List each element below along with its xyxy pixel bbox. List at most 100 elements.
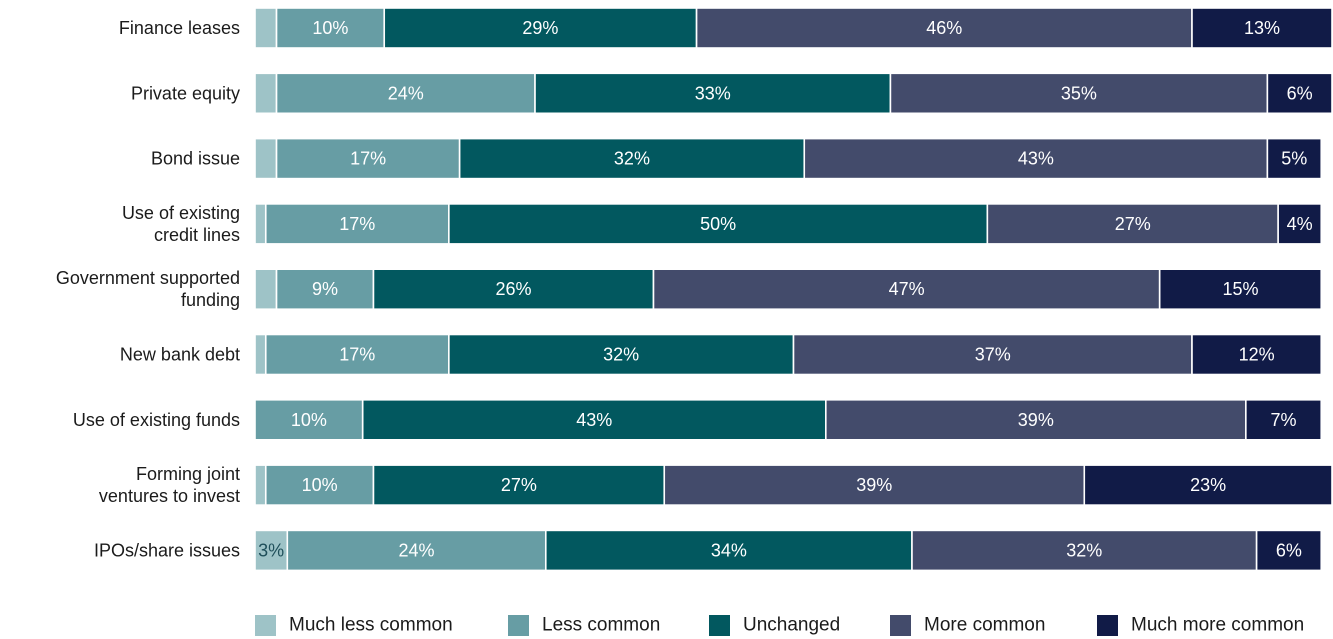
legend-swatch — [255, 615, 276, 636]
bar-segment — [254, 137, 278, 180]
data-label: 15% — [1222, 279, 1258, 299]
data-label: 46% — [926, 18, 962, 38]
bar-segment — [1245, 398, 1323, 441]
category-label: Use of existing funds — [73, 410, 240, 430]
bar-segment — [254, 268, 278, 311]
data-label: 32% — [614, 149, 650, 169]
bar-segment — [1191, 7, 1333, 49]
data-label: 3% — [258, 540, 284, 560]
bar-segment — [1083, 464, 1333, 506]
bar-segment — [361, 398, 827, 441]
bar-segment — [803, 137, 1269, 180]
legend-item: Much more common — [1097, 615, 1304, 636]
category-label: New bank debt — [120, 345, 240, 365]
bar-segment — [383, 7, 698, 49]
bar-segment — [1266, 137, 1323, 180]
category-label: credit lines — [154, 225, 240, 245]
bar-segment — [275, 268, 375, 311]
data-label: 17% — [339, 214, 375, 234]
data-label: 17% — [339, 345, 375, 365]
data-label: 23% — [1190, 475, 1226, 495]
data-labels: 10% 29% 46% 13% 24% 33% 35% 6% 17% 32% 43% 5% 17% 50%… — [258, 18, 1313, 560]
bar-segment — [986, 203, 1279, 245]
bar-segment — [695, 7, 1193, 49]
legend-swatch — [1097, 615, 1118, 636]
bar-segment — [663, 464, 1086, 506]
data-label: 9% — [312, 279, 338, 299]
bar-segment — [652, 268, 1161, 311]
bar-segment — [889, 72, 1269, 115]
data-label: 33% — [695, 83, 731, 103]
bar-segment — [372, 268, 655, 311]
bar-segment — [1191, 333, 1323, 376]
bar-segment — [264, 333, 450, 376]
data-label: 35% — [1061, 83, 1097, 103]
data-label: 29% — [522, 18, 558, 38]
data-label: 6% — [1287, 83, 1313, 103]
category-label: Private equity — [131, 83, 240, 103]
data-label: 43% — [1018, 149, 1054, 169]
legend-label: Much more common — [1131, 615, 1304, 636]
data-label: 10% — [302, 475, 338, 495]
bar-segment — [458, 137, 806, 180]
data-label: 27% — [1115, 214, 1151, 234]
category-label: IPOs/share issues — [94, 540, 240, 560]
data-label: 5% — [1281, 149, 1307, 169]
data-label: 24% — [399, 540, 435, 560]
data-label: 13% — [1244, 18, 1280, 38]
category-label: Use of existing — [122, 203, 240, 223]
bar-segment — [254, 529, 289, 572]
data-label: 39% — [1018, 410, 1054, 430]
legend-label: Much less common — [289, 615, 453, 636]
data-label: 10% — [291, 410, 327, 430]
bar-segment — [792, 333, 1193, 376]
data-label: 17% — [350, 149, 386, 169]
bar-segment — [254, 333, 267, 376]
bar-segment — [254, 7, 278, 49]
bar-segment — [1277, 203, 1323, 245]
bar-segment — [254, 464, 267, 506]
data-label: 37% — [975, 345, 1011, 365]
data-label: 47% — [889, 279, 925, 299]
legend-item: Less common — [508, 615, 660, 636]
category-label: Government supported — [56, 268, 240, 288]
data-label: 6% — [1276, 540, 1302, 560]
bar-segment — [275, 72, 536, 115]
data-label: 4% — [1287, 214, 1313, 234]
bar-segment — [1255, 529, 1323, 572]
data-label: 50% — [700, 214, 736, 234]
data-label: 26% — [495, 279, 531, 299]
data-label: 7% — [1271, 410, 1297, 430]
data-label: 10% — [312, 18, 348, 38]
bar-segment — [1158, 268, 1323, 311]
data-label: 34% — [711, 540, 747, 560]
bar-segment — [448, 333, 795, 376]
category-label: funding — [181, 290, 240, 310]
legend-item: Unchanged — [709, 615, 840, 636]
data-label: 43% — [576, 410, 612, 430]
bar-segment — [448, 203, 989, 245]
bar-segment — [254, 398, 364, 441]
bar-segment — [275, 137, 461, 180]
legend-swatch — [890, 615, 911, 636]
bar-segment — [286, 529, 547, 572]
legend-swatch — [709, 615, 730, 636]
data-label: 24% — [388, 83, 424, 103]
bar-segment — [911, 529, 1258, 572]
legend-item: Much less common — [255, 615, 453, 636]
bar-segment — [254, 203, 267, 245]
data-label: 32% — [603, 345, 639, 365]
data-label: 12% — [1239, 345, 1275, 365]
legend-swatch — [508, 615, 529, 636]
bar-area — [254, 7, 1333, 572]
bar-segment — [544, 529, 913, 572]
bar-segment — [1266, 72, 1333, 115]
bar-segment — [534, 72, 892, 115]
data-label: 27% — [501, 475, 537, 495]
category-label: ventures to invest — [99, 486, 240, 506]
bar-segment — [264, 203, 450, 245]
legend-label: Unchanged — [743, 615, 840, 636]
legend: Much less common Less common Unchanged More… — [255, 615, 1304, 636]
data-label: 39% — [856, 475, 892, 495]
